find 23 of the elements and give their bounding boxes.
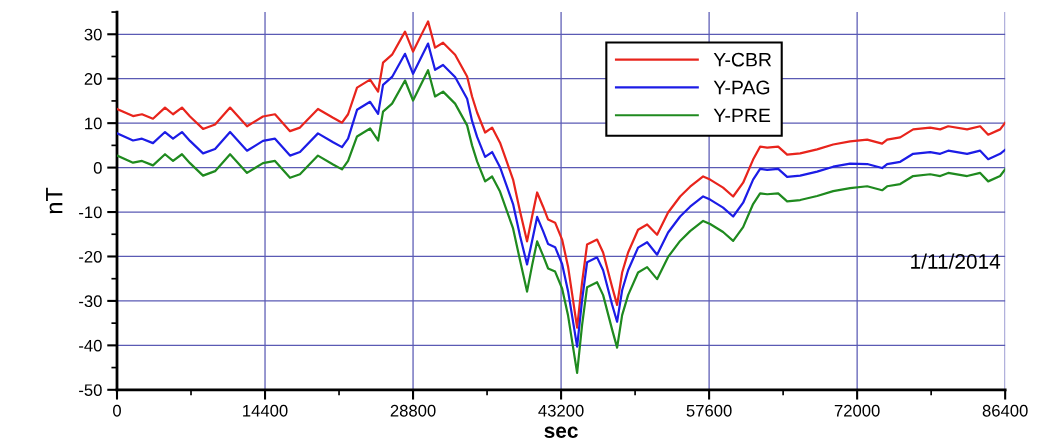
y-tick-label: 20 xyxy=(84,73,102,85)
x-tick-label: 72000 xyxy=(834,404,880,417)
annotation: 1/11/2014 xyxy=(911,253,1001,269)
x-tick-label: 0 xyxy=(113,404,121,417)
legend-label: Y-PAG xyxy=(713,80,770,95)
legend-label: Y-CBR xyxy=(713,52,772,67)
y-tick-label: -40 xyxy=(79,339,102,352)
y-tick-label: -30 xyxy=(79,295,102,308)
y-tick-label: 10 xyxy=(85,117,102,130)
x-tick-label: 43200 xyxy=(538,404,584,417)
line-series xyxy=(117,69,1006,375)
x-tick-label: 57600 xyxy=(686,404,732,417)
y-tick-label: 0 xyxy=(93,161,102,174)
y-tick-label: -20 xyxy=(79,250,102,263)
x-tick-label: 86400 xyxy=(982,404,1028,417)
y-tick-label: -10 xyxy=(79,206,102,219)
x-axis-title: sec xyxy=(544,426,578,438)
y-tick-label: -50 xyxy=(79,384,102,397)
legend-label: Y-PRE xyxy=(713,108,771,123)
y-tick-label: 30 xyxy=(84,28,102,41)
x-tick-label: 28800 xyxy=(390,404,436,417)
x-tick-label: 14400 xyxy=(243,404,288,417)
y-axis-title: nT xyxy=(46,187,63,214)
